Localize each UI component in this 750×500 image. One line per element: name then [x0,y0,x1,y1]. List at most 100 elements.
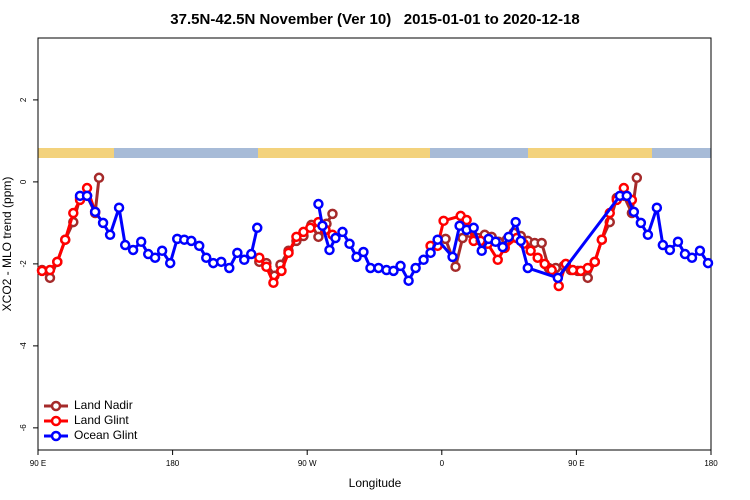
data-point [635,217,647,229]
data-point [702,257,714,269]
data-point [468,222,479,234]
data-point [351,251,362,263]
data-point [476,245,487,257]
data-point [164,257,176,269]
data-point [113,202,125,213]
data-point [93,172,105,184]
x-tick-label: 90 W [298,459,317,468]
x-tick-label: 90 E [568,459,584,468]
data-point [89,206,101,218]
data-point [539,258,550,270]
data-point [276,265,287,277]
data-point [461,214,472,226]
data-point [127,244,139,256]
data-point [490,236,501,247]
legend-marker [50,415,62,427]
data-point [492,254,503,266]
legend-label: Land Glint [74,413,129,427]
data-point [438,215,449,227]
data-point [552,272,564,284]
data-point [193,240,205,252]
data-point [553,280,565,292]
data-point [510,216,521,228]
x-axis-label: Longitude [349,476,402,490]
data-point [546,264,557,276]
x-tick-label: 180 [704,459,718,468]
data-point [246,248,257,260]
data-point [324,244,335,256]
data-point [664,244,676,256]
data-point [104,229,116,241]
data-point [403,275,414,286]
y-tick-label: -2 [19,260,28,268]
legend-label: Land Nadir [74,398,133,412]
data-point [457,232,468,244]
data-point [536,237,547,249]
data-point [224,262,235,274]
data-point [313,231,324,243]
y-tick-label: -6 [19,424,28,432]
data-point [432,234,443,245]
y-tick-label: -4 [19,342,28,350]
data-point [201,252,212,263]
data-point [135,236,147,247]
land-mask-strip [38,148,711,158]
y-tick-label: 0 [19,179,28,184]
data-point [672,236,684,247]
data-point [532,252,543,263]
data-point [694,245,706,257]
data-point [388,265,399,277]
data-point [621,190,633,202]
data-point [515,235,527,247]
legend-label: Ocean Glint [74,428,138,442]
data-point [268,277,279,288]
data-point [305,222,316,234]
data-point [497,241,508,253]
x-tick-label: 0 [440,459,445,468]
data-point [337,226,348,238]
data-point [503,231,514,243]
data-point [596,234,608,245]
data-point [447,251,458,263]
data-point [215,256,227,268]
data-point [317,220,328,232]
data-point [283,247,294,259]
data-point [81,190,93,202]
y-tick-label: 2 [19,97,28,102]
data-point [450,261,461,273]
data-point [651,202,663,213]
data-point [251,222,263,234]
data-point [395,260,406,272]
data-point [425,247,436,259]
x-tick-label: 90 E [30,459,46,468]
data-point [628,206,640,218]
data-point [365,262,376,274]
data-point [59,234,71,245]
data-point [313,198,324,210]
data-point [261,261,272,273]
data-point [97,217,109,229]
data-point [52,256,63,268]
land-strip [528,148,652,158]
data-point [631,172,643,184]
data-point [186,235,197,247]
data-point [44,264,56,276]
x-tick-label: 180 [166,459,180,468]
land-strip [38,148,114,158]
chart-title: 37.5N-42.5N November (Ver 10) 2015-01-01… [170,11,579,28]
data-point [642,229,654,241]
data-point [657,239,669,251]
data-point [582,272,594,284]
legend-marker [50,400,62,412]
data-point [582,262,594,274]
data-point [410,262,421,274]
data-point [358,246,369,258]
data-point [344,238,355,250]
data-point [522,262,534,274]
data-point [327,208,338,220]
data-point [418,254,429,266]
data-point [254,252,265,263]
legend-marker [50,430,62,442]
